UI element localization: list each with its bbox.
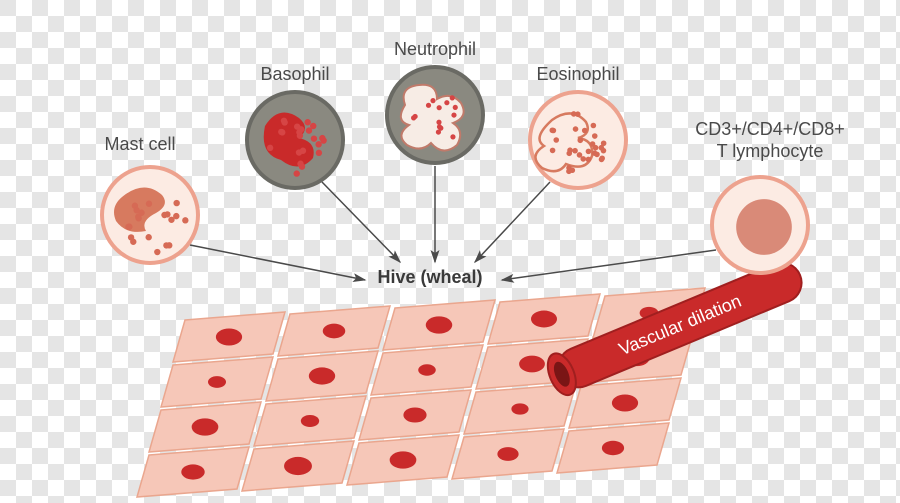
eosinophil-label: Eosinophil [536,64,619,84]
tissue-dot [418,364,436,375]
t-lymphocyte-cell [712,177,808,273]
tissue-dot [497,447,518,461]
basophil-label: Basophil [260,64,329,84]
tissue-dot [511,403,528,414]
t-lymphocyte-label-line1: CD3+/CD4+/CD8+ [695,119,845,139]
tissue-dot [519,356,545,373]
tissue-dot [192,418,219,435]
tissue-dot [208,376,226,388]
eosinophil-cell [530,92,626,188]
tissue-dot [323,324,346,339]
hive-wheal-label: Hive (wheal) [377,267,482,287]
tissue-dot [181,464,204,479]
tissue-dot [426,316,453,333]
tissue-dot [531,311,557,328]
neutrophil-cell [387,67,483,163]
tissue-dot [612,394,638,411]
tissue-dot [403,407,426,422]
neutrophil-label: Neutrophil [394,39,476,59]
tissue-dot [602,441,624,455]
tissue-dot [284,457,312,475]
t-lymphocyte-label-line2: T lymphocyte [717,141,824,161]
tissue-dot [390,451,417,468]
tissue-dot [216,328,242,345]
basophil-cell [247,92,343,188]
tissue-dot [309,367,335,384]
mast-cell-label: Mast cell [104,134,175,154]
mast-cell [102,167,198,263]
tissue-dot [301,415,319,427]
